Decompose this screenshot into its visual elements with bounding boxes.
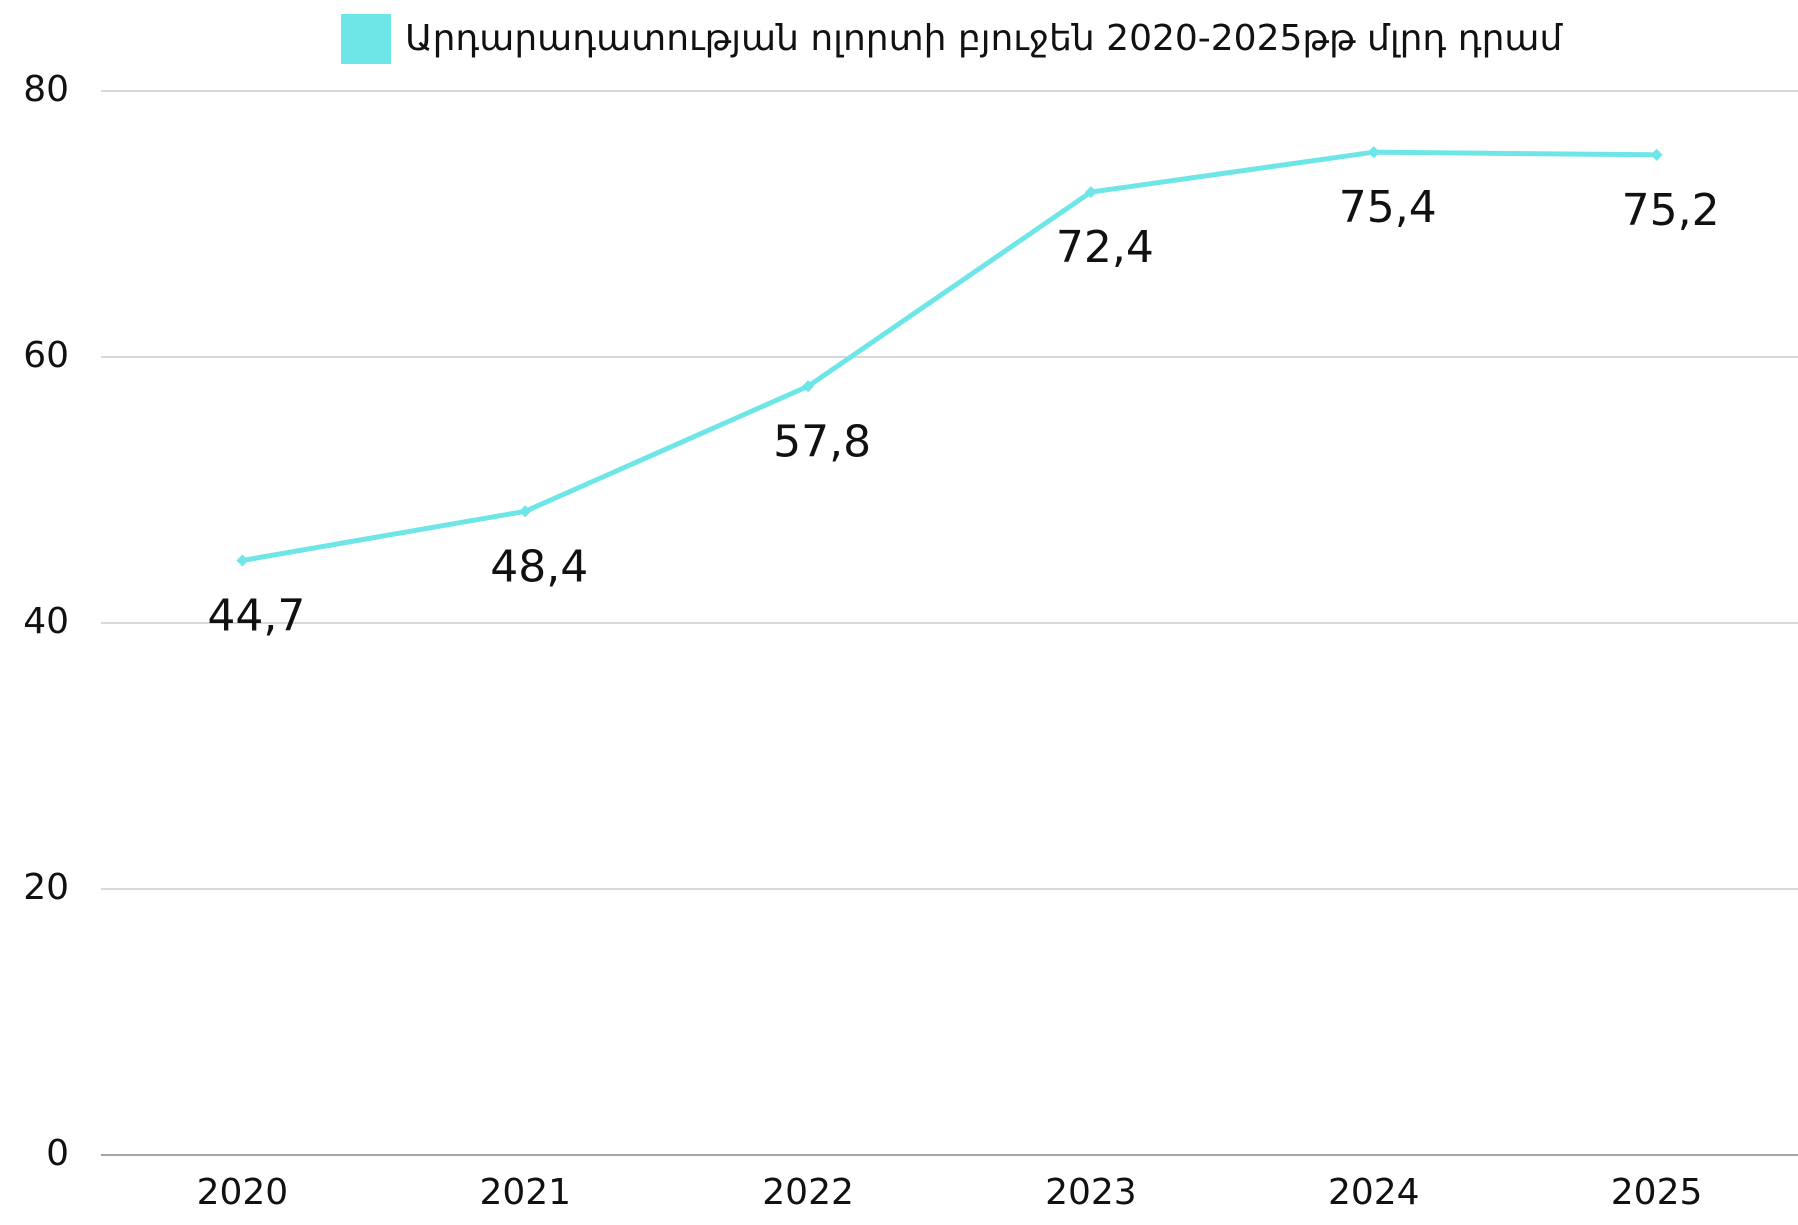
point <box>1084 186 1097 199</box>
legend-label: Արդարադատության ոլորտի բյուջեն 2020-2025… <box>405 18 1563 59</box>
data-label: 75,4 <box>1339 182 1437 233</box>
y-tick-label: 60 <box>23 335 69 376</box>
y-tick-label: 0 <box>46 1133 69 1174</box>
x-tick-label: 2025 <box>1611 1172 1703 1213</box>
x-tick-label: 2024 <box>1328 1172 1420 1213</box>
point <box>236 554 249 567</box>
y-tick-label: 40 <box>23 601 69 642</box>
line <box>241 149 1657 563</box>
y-tick-label: 80 <box>23 69 69 110</box>
point <box>1367 146 1380 159</box>
point <box>519 505 532 518</box>
x-tick-label: 2022 <box>762 1172 854 1213</box>
x-tick-label: 2021 <box>479 1172 571 1213</box>
x-tick-label: 2020 <box>197 1172 289 1213</box>
data-label: 72,4 <box>1056 222 1154 273</box>
x-tick-label: 2023 <box>1045 1172 1137 1213</box>
y-tick-label: 20 <box>23 867 69 908</box>
point <box>1650 148 1663 161</box>
legend-swatch <box>341 14 391 64</box>
data-label: 48,4 <box>490 541 588 592</box>
data-label: 75,2 <box>1622 185 1720 236</box>
data-label: 57,8 <box>773 416 871 467</box>
data-label: 44,7 <box>207 590 305 641</box>
point <box>802 380 815 393</box>
